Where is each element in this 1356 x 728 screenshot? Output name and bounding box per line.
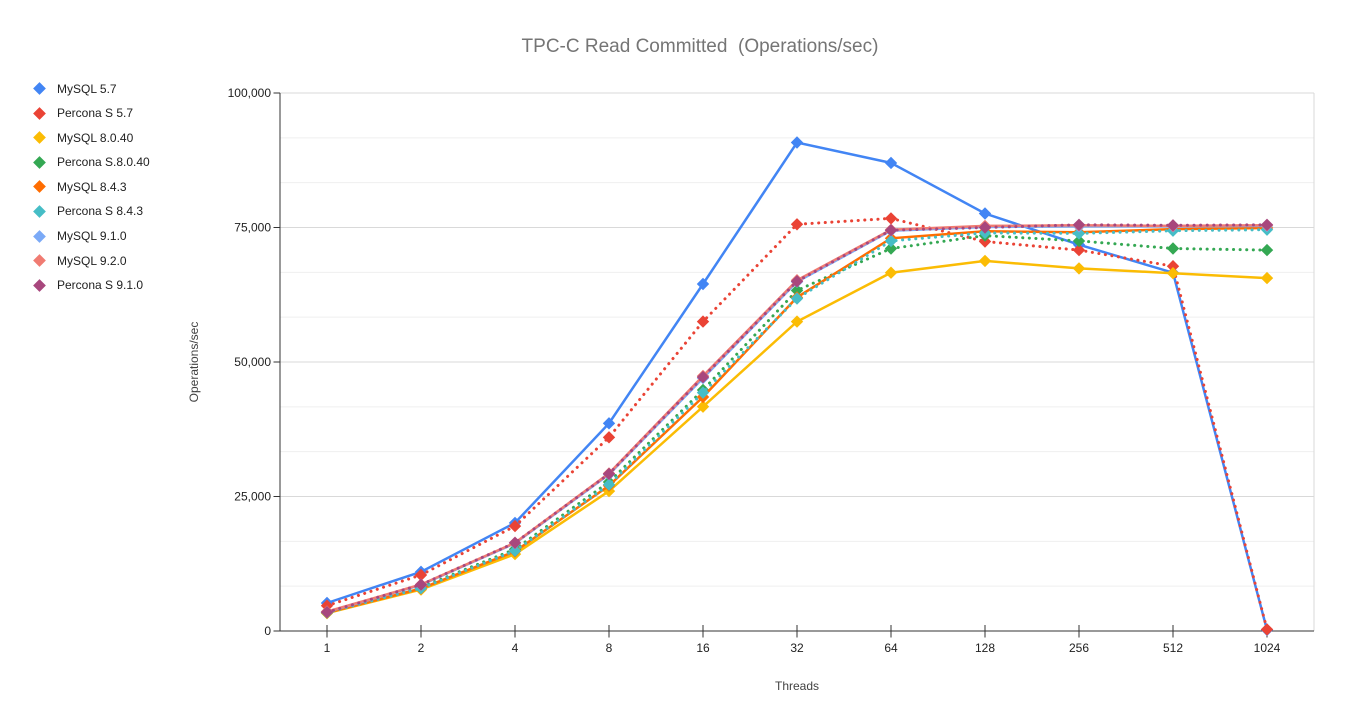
legend-label: Percona S 9.1.0 [57,278,144,293]
data-point-mysql-5-7 [790,136,804,149]
legend-item-mysql-8-0-40: MySQL 8.0.40 [33,130,150,145]
legend-item-percona-s-5-7: Percona S 5.7 [33,106,150,121]
data-point-percona-s-9-1-0 [978,221,992,234]
series-line-mysql-5-7 [326,141,1269,631]
x-axis-title: Threads [774,679,820,693]
chart-title: TPC-C Read Committed (Operations/sec) [521,36,879,57]
data-point-mysql-5-7 [602,417,616,430]
data-point-percona-s-8-4-3 [790,292,804,305]
data-point-percona-s-9-1-0 [884,224,898,237]
x-tick-label: 32 [790,641,804,655]
legend-label: Percona S 8.4.3 [57,204,144,219]
x-tick-label: 8 [606,641,613,655]
y-axis-title: Operations/sec [187,321,201,403]
x-tick-label: 4 [512,641,519,655]
x-tick-label: 512 [1163,641,1183,655]
data-point-percona-s-8-0-40 [790,284,804,297]
legend-item-mysql-5-7: MySQL 5.7 [33,81,150,96]
legend-label: MySQL 5.7 [57,81,117,96]
data-point-percona-s-5-7 [884,212,898,225]
data-point-percona-s-8-4-3 [1072,227,1086,240]
legend-label: MySQL 8.4.3 [57,179,127,194]
series-line-percona-s-8-4-3 [325,228,1269,614]
x-tick-label: 1024 [1254,641,1281,655]
legend-label: Percona S 5.7 [57,106,134,121]
legend-item-percona-s-9-1-0: Percona S 9.1.0 [33,278,150,293]
legend-label: MySQL 9.2.0 [57,253,127,268]
y-tick-label: 25,000 [234,490,271,504]
data-point-percona-s-8-4-3 [508,544,522,557]
data-point-mysql-8-0-40 [884,266,898,279]
data-point-percona-s-5-7 [602,431,616,444]
data-point-mysql-8-0-40 [1260,271,1274,285]
data-point-percona-s-9-1-0 [508,536,522,549]
data-point-percona-s-5-7 [1072,243,1086,257]
data-point-percona-s-5-7 [1260,623,1274,636]
data-point-percona-s-8-0-40 [1260,243,1274,257]
legend-label: MySQL 8.0.40 [57,130,134,145]
data-point-mysql-5-7 [696,277,710,291]
data-point-percona-s-9-1-0 [320,606,334,619]
data-point-percona-s-8-0-40 [884,242,898,255]
y-tick-label: 100,000 [228,86,272,100]
legend: MySQL 5.7 Percona S 5.7 MySQL 8.0.40 Percon… [33,82,150,292]
data-point-percona-s-9-1-0 [1166,219,1180,232]
legend-item-mysql-9-2-0: MySQL 9.2.0 [33,253,150,268]
x-tick-label: 128 [975,641,995,655]
data-point-mysql-8-0-40 [1166,267,1180,280]
series-line-mysql-8-0-40 [326,259,1268,615]
x-tick-label: 1 [324,641,331,655]
data-point-percona-s-5-7 [1166,260,1180,273]
legend-label: Percona S.8.0.40 [57,155,150,170]
data-point-percona-s-8-4-3 [696,386,710,399]
data-point-percona-s-5-7 [414,568,428,582]
data-point-percona-s-5-7 [790,218,804,231]
data-point-percona-s-5-7 [508,519,522,533]
data-point-percona-s-8-4-3 [884,234,898,248]
data-point-percona-s-5-7 [696,315,710,328]
legend-item-percona-s-8-0-40: Percona S.8.0.40 [33,155,150,170]
data-point-percona-s-9-1-0 [790,275,804,288]
y-tick-label: 75,000 [234,221,271,235]
data-point-percona-s-8-4-3 [602,478,616,491]
data-point-mysql-8-0-40 [790,315,804,328]
data-point-mysql-8-0-40 [1072,262,1086,275]
x-tick-label: 16 [696,641,710,655]
x-tick-label: 256 [1069,641,1089,655]
data-point-mysql-5-7 [978,207,992,220]
data-point-percona-s-9-1-0 [1260,218,1274,231]
legend-item-percona-s-8-4-3: Percona S 8.4.3 [33,204,150,219]
data-point-percona-s-9-1-0 [414,578,428,591]
data-point-percona-s-9-1-0 [696,370,710,384]
y-tick-label: 50,000 [234,355,271,369]
data-point-mysql-5-7 [884,156,898,170]
y-tick-label: 0 [264,624,271,638]
data-point-percona-s-9-1-0 [602,467,616,481]
data-point-percona-s-8-0-40 [1072,234,1086,248]
legend-item-mysql-9-1-0: MySQL 9.1.0 [33,229,150,244]
data-point-percona-s-8-0-40 [1166,242,1180,255]
data-point-mysql-8-0-40 [978,254,992,268]
legend-item-mysql-8-4-3: MySQL 8.4.3 [33,179,150,194]
x-tick-label: 2 [418,641,425,655]
legend-label: MySQL 9.1.0 [57,229,127,244]
data-point-percona-s-9-1-0 [1072,218,1086,231]
data-point-mysql-8-0-40 [696,400,710,413]
x-tick-label: 64 [884,641,898,655]
